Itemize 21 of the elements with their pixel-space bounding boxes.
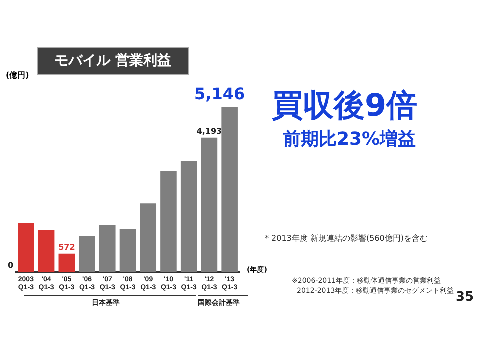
text: 買収後9倍 <box>272 87 418 126</box>
bar <box>38 230 55 272</box>
text: 前期比23%増益 <box>283 128 416 151</box>
text: * 2013年度 新規連結の影響(560億円)を含む <box>265 233 428 244</box>
data-label: 4,193 <box>196 126 222 136</box>
bar <box>160 171 177 272</box>
bar <box>180 161 198 272</box>
bar <box>18 224 34 272</box>
bar <box>140 204 157 272</box>
bar <box>79 236 96 272</box>
data-label: 572 <box>58 242 76 252</box>
y-axis-title: (億円) <box>6 70 30 81</box>
text: 0 <box>8 261 14 270</box>
chart-title: モバイル 営業利益 <box>37 47 189 75</box>
bar <box>99 225 116 272</box>
bar <box>120 229 136 272</box>
data-label: 5,146 <box>194 84 246 104</box>
bar <box>222 107 238 272</box>
bar <box>58 254 76 272</box>
bar <box>201 138 218 272</box>
text: 35 <box>456 290 474 305</box>
